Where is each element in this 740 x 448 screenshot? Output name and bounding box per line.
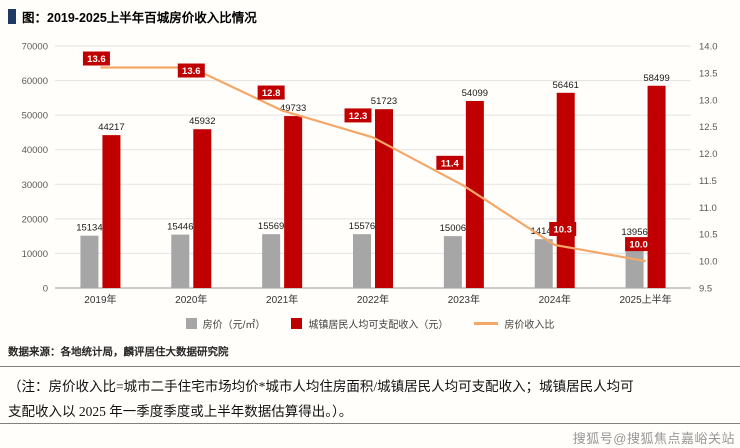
svg-text:2020年: 2020年 bbox=[175, 293, 207, 306]
svg-text:10.5: 10.5 bbox=[699, 230, 718, 241]
svg-text:13.0: 13.0 bbox=[699, 95, 718, 106]
svg-text:12.0: 12.0 bbox=[699, 149, 718, 160]
svg-text:11.5: 11.5 bbox=[699, 176, 717, 187]
price-income-ratio-chart: 0 10000 20000 30000 40000 50000 60000 70000 9.5 1… bbox=[22, 42, 718, 307]
svg-text:54099: 54099 bbox=[462, 88, 488, 99]
divider-bottom bbox=[0, 423, 740, 424]
svg-text:45932: 45932 bbox=[189, 116, 215, 127]
title-marker bbox=[8, 9, 16, 24]
legend-label-house-price: 房价（元/㎡） bbox=[202, 320, 266, 331]
svg-text:10.3: 10.3 bbox=[553, 224, 572, 235]
legend-label-disposable-income: 城镇居民人均可支配收入（元） bbox=[308, 320, 449, 331]
svg-text:10.0: 10.0 bbox=[699, 257, 718, 268]
svg-text:13.6: 13.6 bbox=[87, 54, 106, 65]
svg-text:15134: 15134 bbox=[76, 223, 102, 234]
disposable-income-swatch bbox=[291, 318, 303, 329]
svg-text:15446: 15446 bbox=[167, 222, 193, 233]
svg-text:10.0: 10.0 bbox=[629, 240, 648, 251]
svg-text:60000: 60000 bbox=[22, 76, 48, 87]
svg-text:15576: 15576 bbox=[349, 221, 375, 232]
svg-text:15006: 15006 bbox=[440, 223, 466, 234]
svg-text:10000: 10000 bbox=[22, 249, 48, 260]
footnote-line1: （注：房价收入比=城市二手住宅市场均价*城市人均住房面积/城镇居民人均可支配收入… bbox=[8, 379, 634, 394]
svg-text:9.5: 9.5 bbox=[699, 284, 712, 295]
svg-text:13.6: 13.6 bbox=[182, 66, 201, 77]
svg-text:14.0: 14.0 bbox=[699, 42, 718, 53]
svg-text:58499: 58499 bbox=[643, 73, 669, 84]
svg-text:2024年: 2024年 bbox=[539, 293, 571, 306]
svg-text:20000: 20000 bbox=[22, 214, 48, 225]
svg-text:2019年: 2019年 bbox=[84, 293, 116, 306]
svg-text:14140: 14140 bbox=[531, 226, 557, 237]
svg-text:30000: 30000 bbox=[22, 180, 48, 191]
svg-text:40000: 40000 bbox=[22, 145, 48, 156]
svg-text:2023年: 2023年 bbox=[448, 293, 480, 306]
chart-title: 图：2019-2025上半年百城房价收入比情况 bbox=[22, 11, 257, 25]
svg-text:0: 0 bbox=[43, 284, 48, 295]
svg-text:12.5: 12.5 bbox=[699, 122, 718, 133]
svg-text:13.5: 13.5 bbox=[699, 68, 718, 79]
legend-label-price-income-ratio: 房价收入比 bbox=[504, 320, 555, 331]
data-source: 数据来源：各地统计局，麟评居住大数据研究院 bbox=[8, 346, 229, 358]
legend-item-disposable-income: 城镇居民人均可支配收入（元） bbox=[291, 316, 448, 331]
svg-text:50000: 50000 bbox=[22, 111, 48, 122]
svg-text:44217: 44217 bbox=[98, 122, 124, 133]
chart-header: 图：2019-2025上半年百城房价收入比情况 bbox=[8, 7, 257, 26]
divider-top bbox=[0, 366, 740, 367]
price-income-ratio-swatch bbox=[474, 322, 499, 325]
svg-text:56461: 56461 bbox=[553, 80, 579, 91]
footnote-line2: 支配收入以 2025 年一季度季度或上半年数据估算得出。）。 bbox=[8, 404, 353, 419]
legend-item-price-income-ratio: 房价收入比 bbox=[474, 316, 554, 331]
svg-text:51723: 51723 bbox=[371, 96, 397, 107]
svg-text:11.4: 11.4 bbox=[441, 158, 460, 169]
svg-text:49733: 49733 bbox=[280, 103, 306, 114]
watermark: 搜狐号@搜狐焦点嘉峪关站 bbox=[572, 431, 735, 446]
chart-legend: 房价（元/㎡） 城镇居民人均可支配收入（元） 房价收入比 bbox=[0, 316, 740, 331]
svg-text:12.8: 12.8 bbox=[262, 88, 281, 99]
svg-text:2021年: 2021年 bbox=[266, 293, 298, 306]
svg-text:70000: 70000 bbox=[22, 42, 48, 53]
svg-text:15569: 15569 bbox=[258, 221, 284, 232]
svg-text:12.3: 12.3 bbox=[349, 111, 368, 122]
svg-text:11.0: 11.0 bbox=[699, 203, 717, 214]
svg-text:13956: 13956 bbox=[621, 227, 647, 238]
svg-text:2025上半年: 2025上半年 bbox=[619, 293, 671, 306]
svg-text:2022年: 2022年 bbox=[357, 293, 389, 306]
footnote: （注：房价收入比=城市二手住宅市场均价*城市人均住房面积/城镇居民人均可支配收入… bbox=[8, 374, 734, 424]
legend-item-house-price: 房价（元/㎡） bbox=[185, 316, 266, 331]
house-price-swatch bbox=[185, 318, 197, 329]
